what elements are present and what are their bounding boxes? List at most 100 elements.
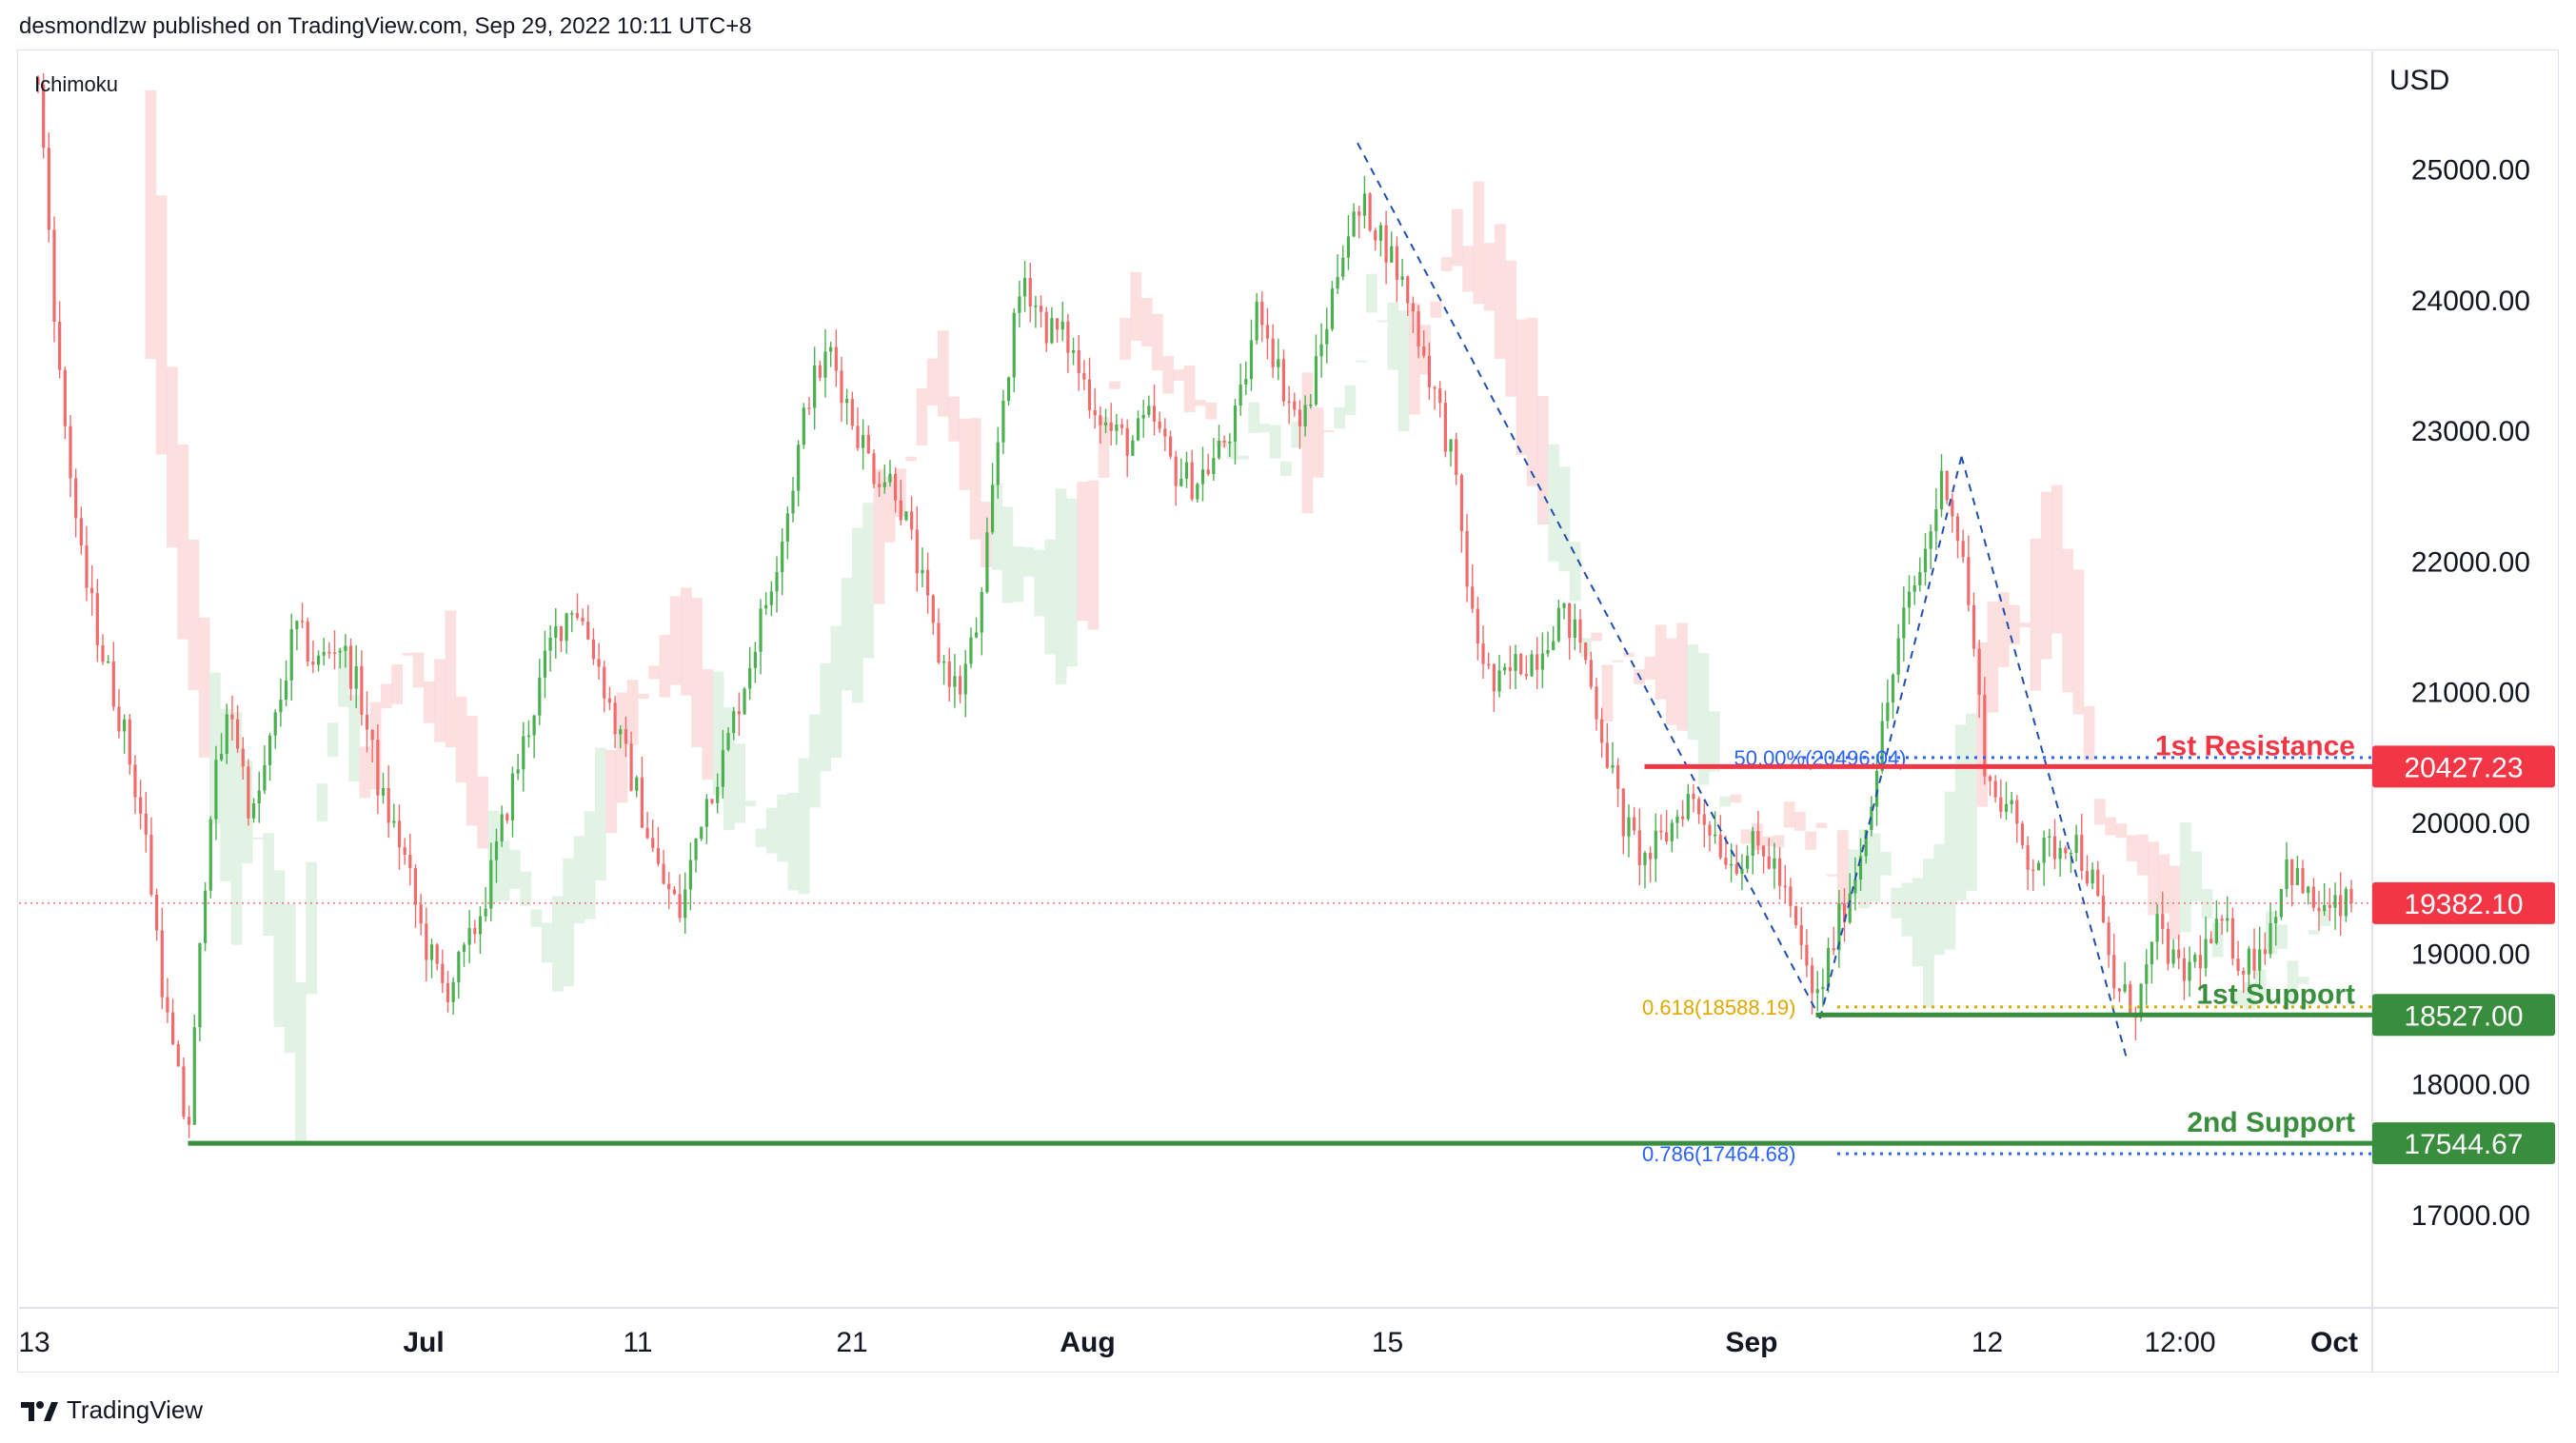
cloud-segment: [2254, 969, 2267, 997]
indicator-legend-ichimoku[interactable]: Ichimoku: [34, 72, 119, 96]
fib-level-label-2: 0.618(18588.19): [1642, 996, 1795, 1019]
last-price-tag[interactable]: [2372, 881, 2555, 924]
cloud-segment: [1344, 385, 1357, 416]
candle-body: [516, 769, 520, 774]
candle-body: [1492, 663, 1496, 692]
candle-body: [1793, 905, 1798, 925]
level-price-tag-3[interactable]: [2372, 1122, 2555, 1165]
cloud-segment: [1301, 372, 1314, 514]
candle-body: [1406, 276, 1410, 304]
candle-body: [2193, 955, 2197, 962]
candle-body: [144, 813, 148, 835]
cloud-segment: [1023, 546, 1035, 577]
candle-body: [1616, 764, 1620, 789]
candle-body: [726, 732, 730, 750]
cloud-segment: [487, 810, 500, 903]
cloud-segment: [209, 672, 221, 824]
candle-body: [570, 613, 574, 615]
candle-body: [904, 511, 908, 521]
chart-pane[interactable]: [17, 49, 2559, 1373]
candle-body: [694, 839, 698, 860]
candle-body: [2209, 939, 2213, 943]
candle-body: [1637, 830, 1641, 865]
cloud-segment: [595, 747, 606, 881]
level-price-tag-1[interactable]: [2372, 745, 2555, 788]
cloud-segment: [1226, 441, 1238, 460]
candle-body: [1702, 814, 1706, 825]
cloud-segment: [509, 849, 521, 889]
candle-body: [52, 229, 56, 322]
candle-body: [1633, 817, 1636, 831]
cloud-segment: [702, 669, 714, 781]
swing-line-2[interactable]: [1819, 456, 1963, 1019]
level-label-3: 2nd Support: [2187, 1107, 2355, 1138]
candle-body: [1362, 193, 1367, 216]
cloud-segment: [1312, 407, 1324, 478]
candle-body: [1627, 817, 1631, 837]
candle-body: [273, 712, 277, 736]
candle-body: [1918, 572, 1922, 585]
candle-body: [1071, 349, 1076, 353]
candle-body: [716, 786, 720, 803]
candle-body: [1692, 793, 1695, 800]
swing-line-3[interactable]: [1960, 456, 2128, 1058]
candle-body: [818, 365, 822, 378]
candle-body: [1147, 405, 1151, 415]
level-price-tag-2[interactable]: [2372, 994, 2555, 1037]
cloud-segment: [1248, 402, 1259, 433]
candle-body: [2247, 948, 2250, 975]
candle-body: [2123, 984, 2127, 992]
candle-body: [1249, 340, 1254, 380]
currency-label[interactable]: USD: [2389, 65, 2450, 96]
candle-body: [230, 714, 234, 720]
candle-body: [1487, 663, 1491, 666]
candle-body: [1773, 858, 1776, 869]
candle-body: [1556, 607, 1560, 642]
candle-body: [149, 834, 153, 895]
candle-body: [316, 655, 321, 665]
cloud-segment: [2148, 841, 2159, 916]
candle-body: [1912, 584, 1916, 592]
candle-body: [753, 651, 757, 668]
cloud-segment: [295, 982, 307, 1141]
footer-brand[interactable]: TradingView: [19, 1395, 203, 1425]
candle-body: [2226, 918, 2229, 921]
candle-body: [58, 321, 62, 370]
candle-body: [1471, 586, 1475, 609]
cloud-segment: [1548, 444, 1559, 562]
cloud-segment: [1826, 874, 1838, 877]
cloud-segment: [926, 358, 939, 405]
candle-body: [1767, 856, 1771, 869]
cloud-segment: [723, 707, 735, 830]
candle-body: [1789, 886, 1793, 906]
candle-body: [1815, 989, 1819, 994]
candle-body: [2236, 959, 2240, 972]
candle-body: [532, 715, 536, 736]
candle-body: [921, 569, 924, 574]
candle-body: [257, 790, 261, 803]
x-tick-label: 21: [836, 1327, 867, 1358]
cloud-segment: [1676, 623, 1688, 731]
cloud-segment: [316, 783, 328, 821]
candle-body: [1961, 541, 1965, 558]
cloud-segment: [1495, 224, 1506, 360]
cloud-segment: [1183, 365, 1196, 413]
candle-body: [101, 644, 105, 662]
cloud-segment: [1773, 835, 1785, 848]
candle-body: [645, 827, 649, 839]
candle-body: [1993, 781, 1997, 798]
cloud-segment: [1366, 273, 1377, 313]
cloud-segment: [616, 692, 628, 803]
candle-body: [1427, 355, 1431, 387]
swing-line-1[interactable]: [1357, 142, 1821, 1019]
candle-body: [1103, 422, 1108, 425]
candle-body: [365, 714, 369, 730]
candle-body: [974, 632, 979, 638]
candle-body: [2290, 859, 2294, 885]
candle-body: [1378, 225, 1383, 241]
candle-body: [117, 706, 121, 732]
candle-body: [1050, 318, 1054, 344]
cloud-segment: [1173, 369, 1185, 381]
cloud-segment: [2072, 569, 2085, 715]
